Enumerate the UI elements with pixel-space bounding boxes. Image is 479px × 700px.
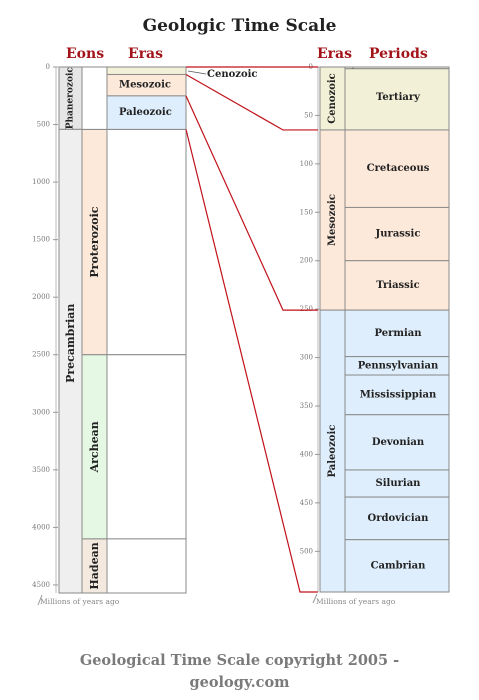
eon-label-phanerozoic: Phanerozoic [66, 67, 76, 130]
period-band-mississippian [344, 374, 450, 416]
connector-line-mesozoic-end [185, 95, 318, 311]
cenozoic-callout-label: Cenozoic [207, 69, 258, 80]
left-eons-header: Eons [66, 46, 105, 62]
right-tick-label-200: 200 [300, 257, 313, 265]
left-tick-label-4000: 4000 [32, 523, 50, 531]
subeon-band-hadean [81, 538, 108, 594]
right-periods-header: Periods [369, 46, 428, 62]
period-label-devonian: Devonian [372, 437, 425, 448]
period-band-triassic [344, 260, 450, 311]
right-tick-label-500: 500 [300, 547, 313, 555]
period-label-ordovician: Ordovician [368, 513, 430, 524]
left-tick-label-2000: 2000 [32, 293, 50, 301]
era-blank-proterozoic [106, 128, 187, 356]
period-label-mississippian: Mississippian [360, 389, 437, 400]
left-era-label-mesozoic: Mesozoic [119, 80, 171, 91]
copyright-line-2: geology.com [189, 674, 290, 691]
right-tick-label-50: 50 [304, 111, 313, 119]
right-tick-label-150: 150 [300, 208, 313, 216]
left-tick-label-0: 0 [46, 63, 50, 71]
right-unit-pointer [312, 593, 318, 604]
connector-line-paleozoic-end [185, 129, 318, 593]
period-band-cambrian [344, 539, 450, 593]
subeon-label-archean: Archean [88, 421, 101, 473]
right-era-band-mesozoic [319, 129, 346, 311]
left-tick-label-3500: 3500 [32, 466, 50, 474]
right-era-label-paleozoic: Paleozoic [327, 425, 338, 478]
copyright-footer: Geological Time Scale copyright 2005 - g… [0, 650, 479, 694]
right-tick-label-450: 450 [300, 499, 313, 507]
right-tick-label-300: 300 [300, 354, 313, 362]
left-era-label-paleozoic: Paleozoic [119, 107, 172, 118]
left-tick-label-1000: 1000 [32, 178, 50, 186]
left-tick-label-500: 500 [37, 121, 50, 129]
left-tick-label-1500: 1500 [32, 236, 50, 244]
left-unit-pointer [37, 594, 43, 606]
period-band-silurian [344, 469, 450, 498]
subeon-band-phanerozoic-blank [81, 66, 108, 130]
subeon-label-proterozoic: Proterozoic [88, 206, 101, 277]
subeon-band-proterozoic [81, 128, 108, 356]
period-label-jurassic: Jurassic [375, 229, 421, 240]
right-tick-label-400: 400 [300, 450, 313, 458]
left-unit-label: Millions of years ago [40, 597, 120, 606]
era-blank-archean [106, 354, 187, 540]
right-tick-label-350: 350 [300, 402, 313, 410]
right-tick-label-250: 250 [300, 305, 313, 313]
left-era-band-cenozoic [106, 66, 187, 75]
right-tick-label-100: 100 [300, 160, 313, 168]
period-band-jurassic [344, 206, 450, 262]
period-label-cretaceous: Cretaceous [367, 163, 430, 174]
connector-line-cenozoic-end [185, 73, 318, 131]
left-tick-label-2500: 2500 [32, 351, 50, 359]
left-tick-label-4500: 4500 [32, 581, 50, 589]
period-band-tertiary [344, 68, 450, 131]
left-tick-label-3000: 3000 [32, 408, 50, 416]
right-era-label-cenozoic: Cenozoic [327, 73, 338, 124]
period-label-permian: Permian [374, 328, 422, 339]
right-era-band-cenozoic [319, 66, 346, 131]
eon-label-precambrian: Precambrian [64, 304, 77, 383]
period-label-cambrian: Cambrian [371, 560, 427, 571]
figure-title: Geologic Time Scale [142, 16, 337, 36]
subeon-label-hadean: Hadean [88, 542, 101, 589]
right-eras-header: Eras [317, 46, 352, 62]
period-band-devonian [344, 414, 450, 471]
left-era-band-paleozoic [106, 95, 187, 130]
right-era-band-paleozoic [319, 309, 346, 593]
period-label-silurian: Silurian [376, 478, 422, 489]
period-label-triassic: Triassic [376, 280, 419, 291]
copyright-line-1: Geological Time Scale copyright 2005 - [79, 652, 400, 669]
period-label-pennsylvanian: Pennsylvanian [358, 360, 439, 371]
era-blank-hadean [106, 538, 187, 594]
left-eras-header: Eras [128, 46, 163, 62]
period-band-cretaceous [344, 129, 450, 208]
right-unit-label: Millions of years ago [316, 597, 396, 606]
cenozoic-callout-pointer [187, 70, 207, 75]
period-label-tertiary: Tertiary [376, 92, 421, 103]
right-era-label-mesozoic: Mesozoic [327, 194, 338, 246]
